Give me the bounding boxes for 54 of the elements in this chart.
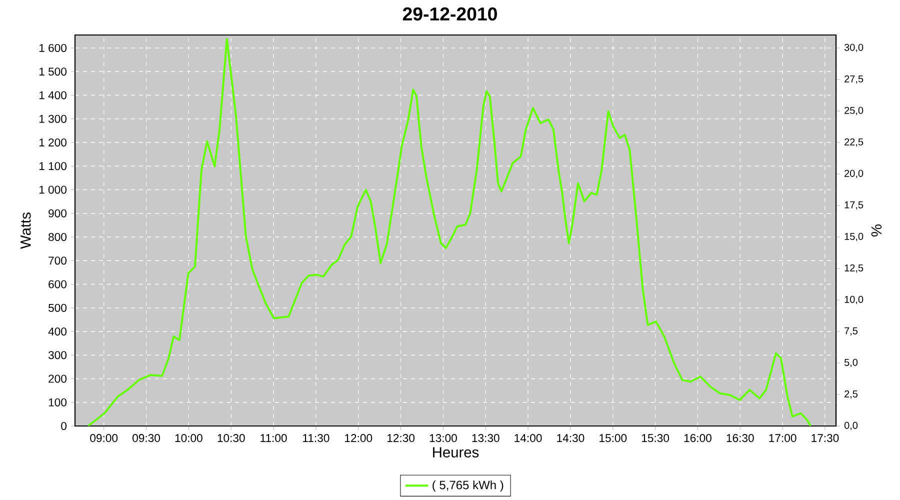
y2-tick-label: 2,5: [844, 390, 858, 399]
x-tick-label: 16:30: [726, 434, 754, 442]
y2-tick-label: 10,0: [844, 296, 864, 304]
x-tick-label: 12:30: [387, 434, 415, 442]
y-tick-label: 200: [48, 374, 67, 383]
y2-tick-label: 0,0: [844, 422, 858, 430]
y-tick-label: 0: [61, 422, 67, 430]
y2-tick-label: 27,5: [844, 75, 864, 84]
y-tick-label: 800: [48, 232, 67, 241]
y-tick-label: 400: [48, 327, 67, 336]
x-tick-label: 15:00: [600, 434, 627, 442]
y2-tick-label: 22,5: [844, 138, 864, 147]
x-tick-label: 09:00: [90, 434, 118, 442]
y2-tick-label: 30,0: [844, 44, 864, 52]
y2-tick-label: 17,5: [844, 201, 864, 210]
line-series: [87, 38, 812, 426]
x-tick-label: 17:00: [769, 434, 796, 442]
x-tick-label: 14:00: [514, 434, 542, 442]
y2-tick-label: 12,5: [844, 264, 864, 273]
x-tick-label: 15:30: [642, 434, 670, 442]
x-tick-label: 10:00: [175, 434, 202, 442]
x-tick-label: 12:00: [345, 434, 372, 442]
y-tick-label: 700: [48, 256, 67, 265]
y-tick-label: 900: [48, 209, 67, 218]
y2-tick-label: 15,0: [844, 232, 864, 242]
x-tick-label: 11:30: [303, 434, 330, 442]
y-tick-label: 1 400: [39, 91, 66, 100]
y-tick-label: 600: [48, 280, 67, 288]
y-tick-label: 1 600: [39, 44, 66, 52]
y2-axis-title: %: [871, 224, 882, 236]
x-tick-label: 11:00: [260, 434, 287, 442]
x-tick-label: 13:00: [430, 434, 457, 442]
y-tick-label: 1 100: [39, 162, 66, 170]
y-tick-label: 100: [48, 398, 67, 406]
y2-tick-label: 25,0: [844, 106, 864, 116]
x-tick-label: 10:30: [218, 434, 245, 442]
x-axis-title: Heures: [433, 447, 479, 458]
y-axis-title: Watts: [20, 212, 31, 249]
y-tick-label: 500: [48, 304, 67, 312]
x-tick-label: 17:30: [812, 434, 839, 442]
x-tick-label: 14:30: [557, 434, 584, 442]
y2-tick-label: 7,5: [844, 327, 858, 336]
y-tick-label: 1 500: [39, 68, 66, 76]
y-tick-label: 1 300: [39, 114, 66, 123]
y-tick-label: 1 000: [39, 186, 66, 194]
y-tick-label: 1 200: [39, 138, 66, 146]
legend-label: ( 5,765 kWh ): [432, 480, 504, 492]
x-tick-label: 16:00: [684, 434, 712, 442]
x-tick-label: 13:30: [472, 434, 500, 442]
y-tick-label: 300: [48, 351, 67, 360]
y2-tick-label: 5,0: [844, 358, 858, 368]
chart-title: 29-12-2010: [402, 7, 497, 21]
y2-tick-label: 20,0: [844, 170, 864, 178]
x-tick-label: 09:30: [132, 434, 160, 442]
